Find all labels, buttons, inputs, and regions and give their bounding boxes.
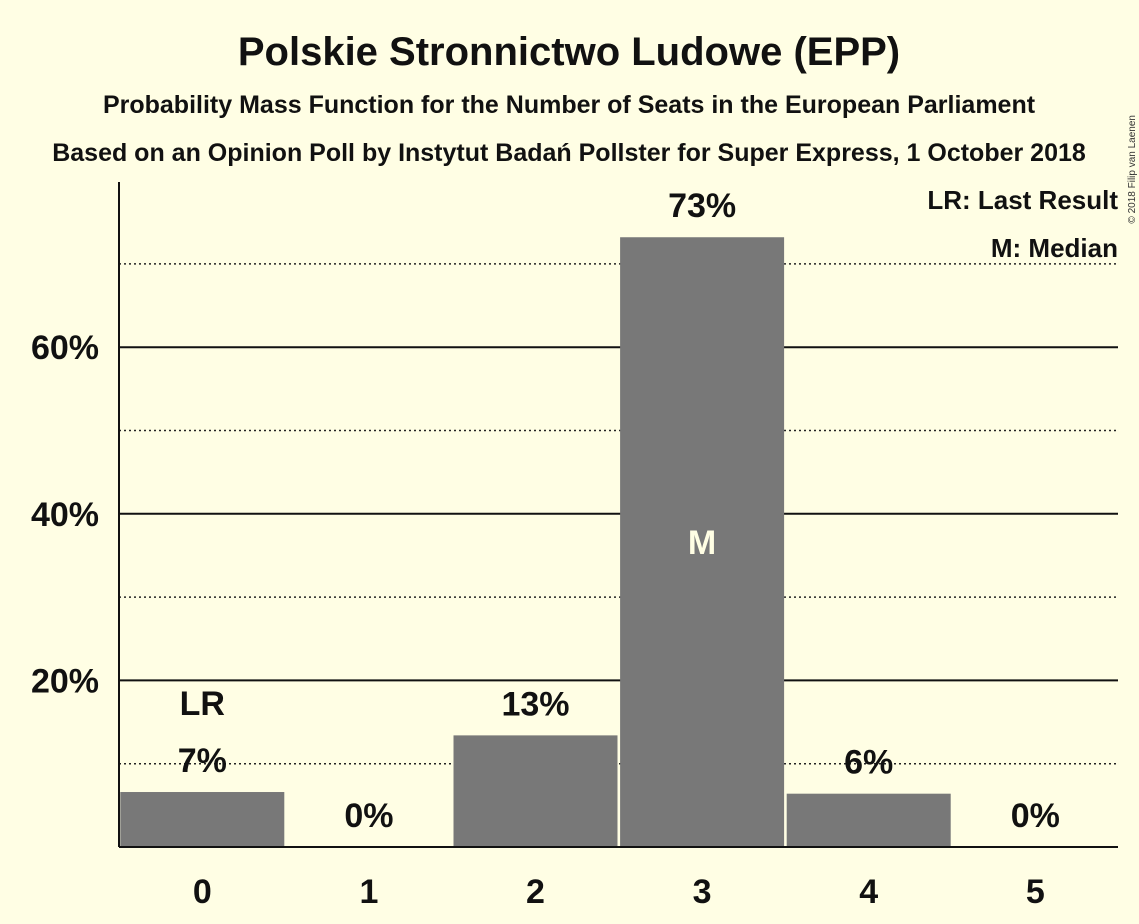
x-tick-label: 4 (859, 873, 878, 911)
y-tick-label: 20% (31, 662, 99, 700)
bars-layer (120, 237, 951, 847)
data-label: 6% (844, 744, 893, 782)
legend-median: M: Median (991, 233, 1118, 263)
data-label: 0% (344, 797, 393, 835)
y-tick-label: 60% (31, 329, 99, 367)
labels-layer: 7% 0% 13% 73% 6% 0% LR M (178, 187, 1060, 835)
chart-title: Polskie Stronnictwo Ludowe (EPP) (238, 30, 900, 74)
bar-seats-4 (786, 793, 951, 847)
axis-layer: 20% 40% 60% 0 1 2 3 4 5 (31, 182, 1118, 911)
x-tick-label: 2 (526, 873, 545, 911)
x-tick-label: 1 (359, 873, 378, 911)
x-tick-label: 5 (1026, 873, 1045, 911)
y-tick-label: 40% (31, 496, 99, 534)
data-label: 7% (178, 742, 227, 780)
x-tick-label: 0 (193, 873, 212, 911)
chart-source: Based on an Opinion Poll by Instytut Bad… (52, 139, 1086, 167)
copyright-note: © 2018 Filip van Laenen (1127, 115, 1138, 224)
data-label: 0% (1011, 797, 1060, 835)
bar-seats-0 (120, 792, 285, 847)
legend-last-result: LR: Last Result (927, 185, 1118, 215)
median-marker: M (688, 524, 716, 562)
data-label: 13% (501, 685, 569, 723)
bar-seats-3 (620, 237, 785, 847)
data-label: 73% (668, 187, 736, 225)
chart-subtitle: Probability Mass Function for the Number… (103, 91, 1036, 119)
grid-layer (119, 263, 1118, 765)
last-result-marker: LR (180, 685, 225, 723)
bar-seats-2 (453, 735, 618, 847)
x-tick-label: 3 (693, 873, 712, 911)
